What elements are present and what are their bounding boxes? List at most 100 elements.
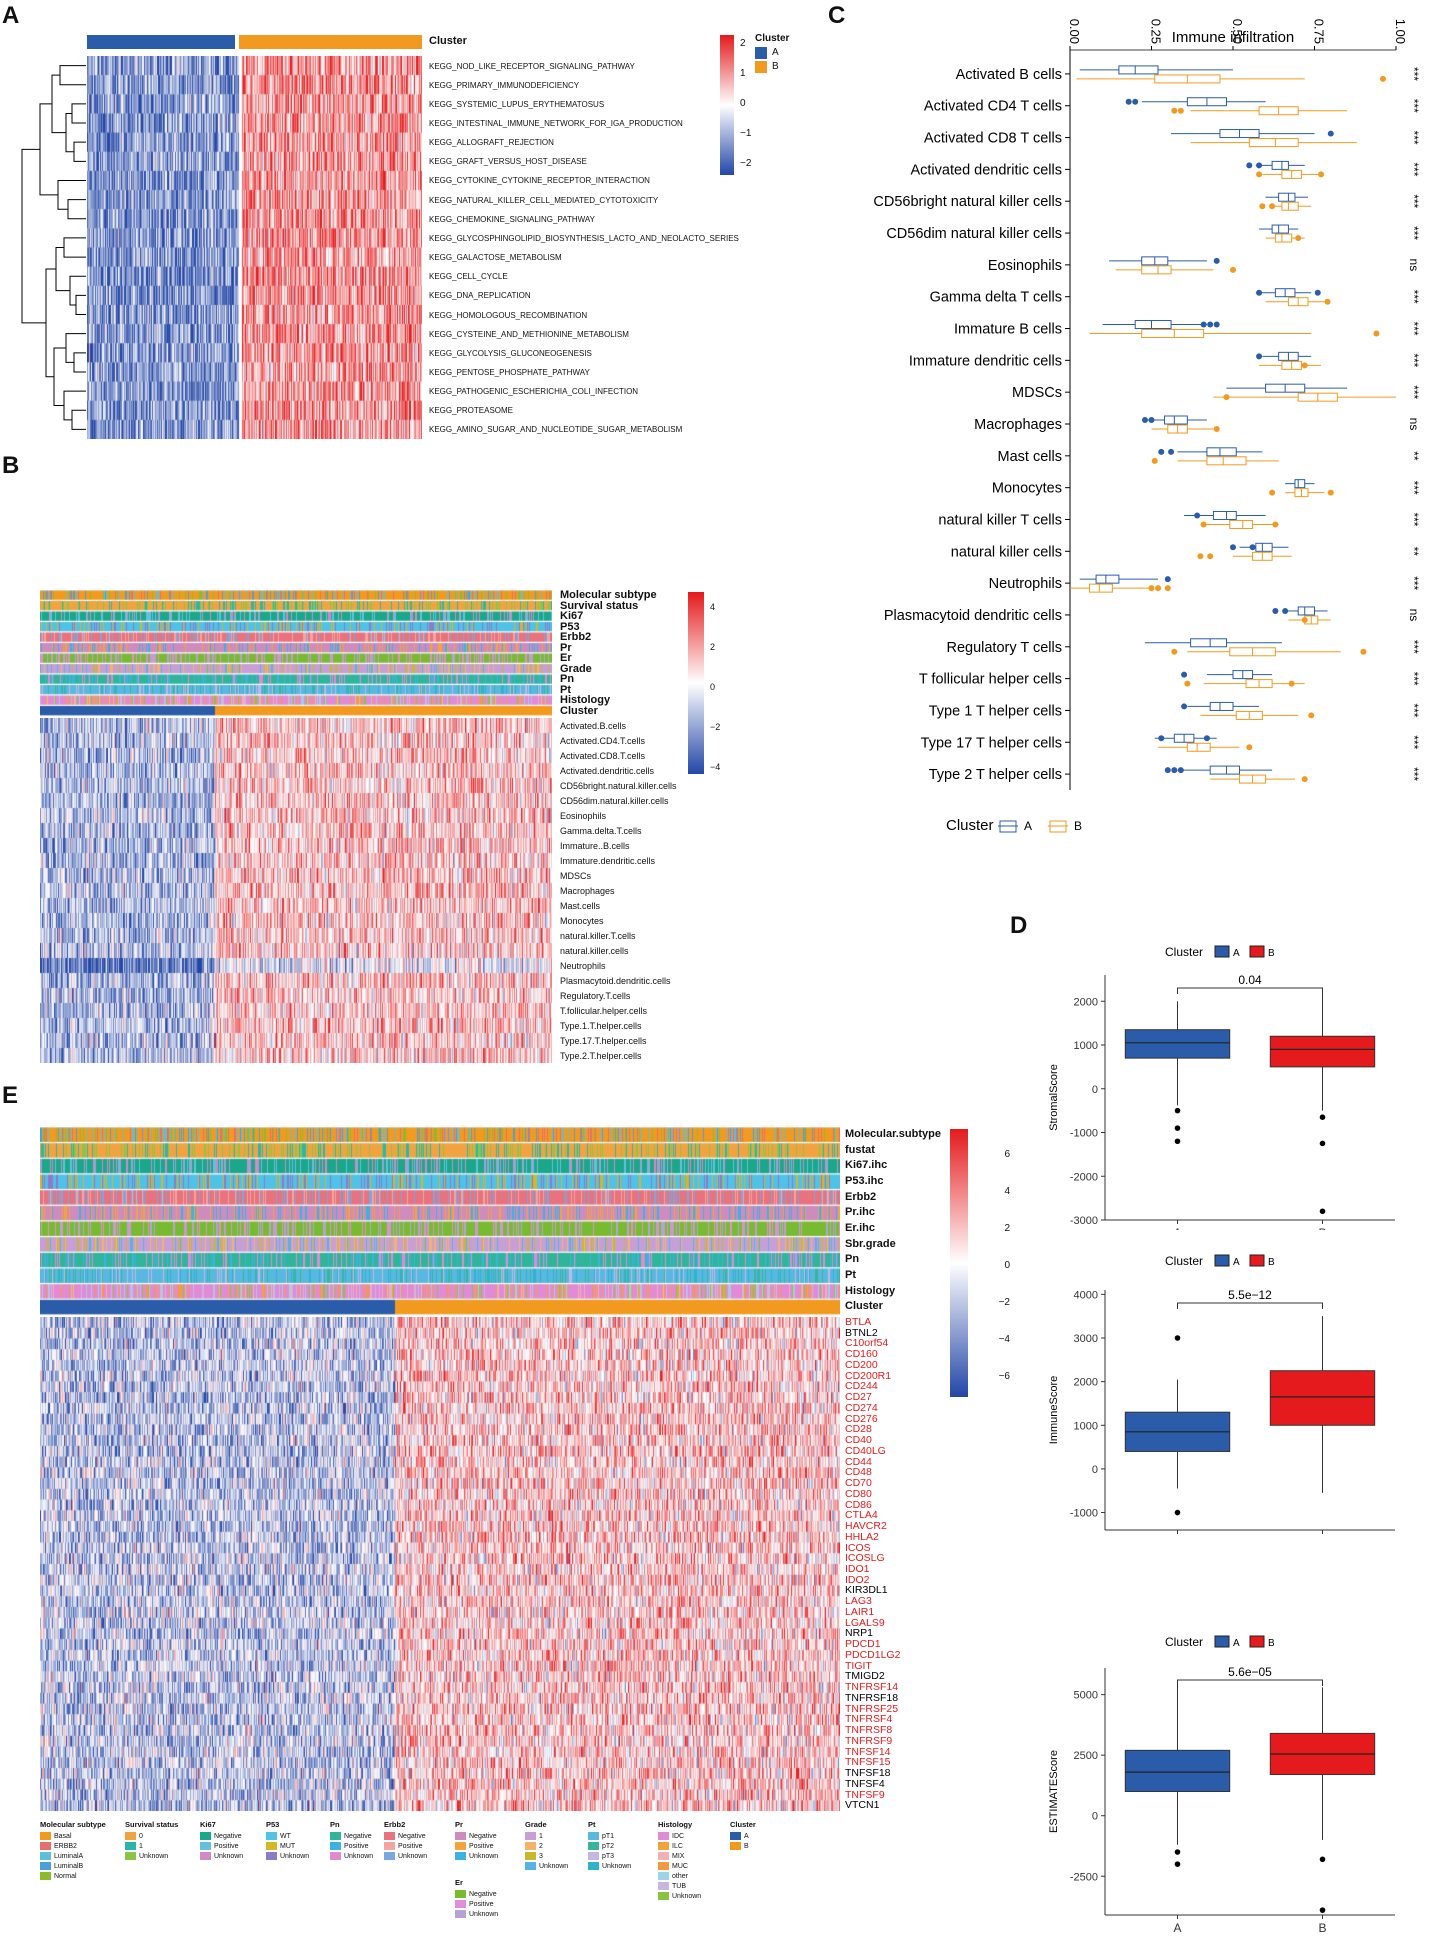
legend-swatch — [455, 1890, 466, 1898]
legend-swatch — [658, 1832, 669, 1840]
legend-swatch — [455, 1842, 466, 1850]
gene-label: CD48 — [845, 1466, 872, 1479]
dendrogram-branch — [71, 409, 86, 430]
legend-swatch — [330, 1842, 341, 1850]
legend-swatch — [588, 1852, 599, 1860]
y-tick-label: 0 — [1092, 1084, 1098, 1096]
annotation-label: Pt — [560, 683, 571, 696]
cell-type-label: MDSCs — [560, 870, 591, 881]
box — [1190, 638, 1227, 648]
annotation-label: Cluster — [560, 704, 598, 717]
x-tick-label: B — [1318, 1226, 1326, 1230]
scale-tick-label: 2 — [710, 642, 716, 652]
outlier-point — [1256, 162, 1263, 169]
outlier-point — [1269, 489, 1276, 496]
panel-d-immune-score-boxplot: Cluster A B 4000 3000 2000 1000 0 -1000 ImmuneSco… — [1048, 1254, 1395, 1534]
significance-label: ** — [1407, 451, 1421, 461]
outlier-point — [1207, 553, 1214, 560]
category-label: Neutrophils — [989, 576, 1062, 592]
gene-label: LAG3 — [845, 1595, 872, 1608]
legend-label: B — [1268, 1638, 1275, 1649]
legend-label: B — [1268, 948, 1275, 959]
significance-label: *** — [1407, 99, 1421, 113]
box — [1255, 542, 1273, 552]
outlier-point — [1319, 1140, 1326, 1147]
legend-label: Positive — [344, 1842, 369, 1850]
legend-item: 3 — [525, 1851, 568, 1861]
cell-type-label: Type.2.T.helper.cells — [560, 1050, 642, 1061]
legend-label: MUC — [672, 1862, 688, 1870]
legend-swatch — [1214, 945, 1230, 958]
legend-label: Unknown — [602, 1862, 632, 1870]
color-scale-bar — [720, 35, 734, 175]
legend-title: Pn — [330, 1820, 340, 1829]
legend-label: Unknown — [280, 1852, 310, 1860]
outlier-point — [1200, 321, 1207, 328]
gene-label: TNFSF15 — [845, 1756, 891, 1769]
outlier-point — [1269, 203, 1276, 210]
legend-item: Positive — [384, 1841, 427, 1851]
legend-swatch — [525, 1852, 536, 1860]
outlier-point — [1213, 426, 1220, 432]
outlier-point — [1174, 1335, 1181, 1341]
x-tick-label: B — [1318, 1921, 1326, 1935]
gene-label: HAVCR2 — [845, 1520, 887, 1533]
significance-label: *** — [1407, 703, 1421, 717]
pathway-label: KEGG_ALLOGRAFT_REJECTION — [429, 138, 554, 148]
outlier-point — [1223, 394, 1230, 401]
legend-label: Unknown — [139, 1852, 169, 1860]
legend-label: Negative — [469, 1832, 497, 1840]
box — [1271, 160, 1289, 170]
pathway-label: KEGG_SYSTEMIC_LUPUS_ERYTHEMATOSUS — [429, 99, 605, 109]
legend-swatch — [455, 1832, 466, 1840]
cell-type-label: Immature.dendritic.cells — [560, 855, 656, 866]
box — [1297, 606, 1316, 616]
legend-item: WT — [266, 1831, 309, 1841]
legend-item: ERBB2 — [40, 1841, 106, 1851]
scale-tick-label: −2 — [710, 722, 721, 732]
outlier-point — [1379, 75, 1386, 82]
box — [1294, 479, 1306, 489]
annotation-label: Ki67 — [560, 610, 584, 622]
scale-tick-label: −1 — [740, 128, 752, 139]
legend-swatch — [266, 1852, 277, 1860]
category-label: Macrophages — [974, 417, 1062, 433]
legend-label: ILC — [672, 1842, 683, 1850]
significance-label: ** — [1407, 547, 1421, 557]
annotation-label: Pr.ihc — [845, 1206, 875, 1219]
legend-swatch — [125, 1842, 136, 1850]
gene-label: ICOS — [845, 1541, 871, 1554]
legend-swatch — [1249, 1635, 1265, 1648]
box — [1206, 447, 1237, 457]
gene-label: VTCN1 — [845, 1799, 880, 1812]
gene-label: BTLA — [845, 1316, 872, 1328]
cell-type-label: Regulatory.T.cells — [560, 990, 631, 1001]
legend-item: 2 — [525, 1841, 568, 1851]
box — [1124, 1749, 1231, 1792]
legend-item: Positive — [330, 1841, 373, 1851]
legend-group: P53 WT MUT Unknown — [266, 1820, 309, 1861]
outlier-point — [1174, 1138, 1181, 1145]
panel-d-estimate-score-boxplot: Cluster A B 5000 2500 0 -2500 ESTIMATEScore A B 5.… — [1048, 1635, 1395, 1935]
significance-label: *** — [1407, 290, 1421, 304]
dendrogram-branch — [69, 275, 86, 306]
category-label: Eosinophils — [988, 258, 1062, 274]
legend-label: 0 — [139, 1832, 143, 1840]
outlier-point — [1141, 417, 1148, 423]
legend-label-a: A — [772, 47, 779, 58]
scale-tick-label: 4 — [710, 602, 716, 612]
legend-item: Unknown — [384, 1851, 427, 1861]
dendrogram-branch — [71, 103, 86, 124]
legend-label: Unknown — [398, 1852, 428, 1860]
legend-group: Pr Negative Positive Unknown — [455, 1820, 498, 1861]
legend-label: A — [1233, 1257, 1240, 1268]
legend-swatch — [125, 1852, 136, 1860]
significance-label: *** — [1407, 735, 1421, 749]
outlier-point — [1259, 203, 1266, 210]
outlier-point — [1314, 289, 1321, 296]
legend-swatch-a — [755, 47, 767, 59]
annotation-label: Pr — [560, 641, 572, 654]
legend-label: pT2 — [602, 1842, 615, 1850]
legend-item: pT1 — [588, 1831, 631, 1841]
legend-label: pT1 — [602, 1832, 615, 1840]
